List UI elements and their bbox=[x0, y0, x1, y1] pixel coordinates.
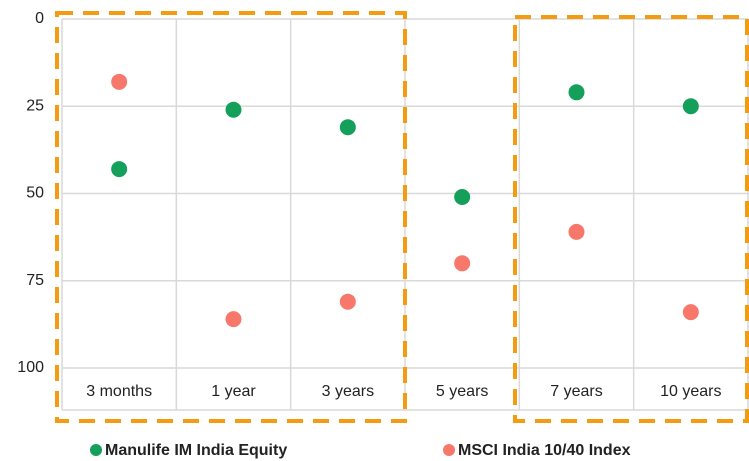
point bbox=[225, 311, 242, 328]
x-tick-label: 1 year bbox=[211, 383, 256, 400]
legend-label: Manulife IM India Equity bbox=[105, 442, 287, 459]
point bbox=[682, 304, 699, 321]
y-tick-label: 50 bbox=[26, 185, 44, 202]
highlight-box bbox=[55, 11, 407, 423]
x-tick-label: 7 years bbox=[550, 383, 602, 400]
point bbox=[339, 119, 356, 136]
legend-swatch bbox=[443, 444, 455, 456]
point bbox=[225, 101, 242, 118]
legend: Manulife IM India Equity MSCI India 10/40… bbox=[90, 442, 631, 459]
x-tick-label: 3 months bbox=[86, 383, 152, 400]
y-tick-label: 75 bbox=[26, 272, 44, 289]
x-tick-label: 10 years bbox=[660, 383, 721, 400]
marks bbox=[111, 73, 699, 328]
point bbox=[454, 255, 471, 272]
point bbox=[111, 161, 128, 178]
x-tick-label: 5 years bbox=[436, 383, 488, 400]
legend-label: MSCI India 10/40 Index bbox=[458, 442, 631, 459]
x-tick-label: 3 years bbox=[322, 383, 374, 400]
grid: 0 25 50 75 100 3 months 1 year 3 years 5 years 7 … bbox=[17, 10, 749, 411]
point bbox=[339, 293, 356, 310]
point bbox=[454, 188, 471, 205]
legend-swatch bbox=[90, 444, 102, 456]
point bbox=[682, 98, 699, 115]
highlight-box bbox=[513, 15, 749, 423]
point bbox=[568, 223, 585, 240]
y-tick-label: 25 bbox=[26, 97, 44, 114]
point bbox=[111, 73, 128, 90]
point bbox=[568, 84, 585, 101]
y-tick-label: 100 bbox=[17, 359, 44, 376]
y-tick-label: 0 bbox=[35, 10, 44, 27]
